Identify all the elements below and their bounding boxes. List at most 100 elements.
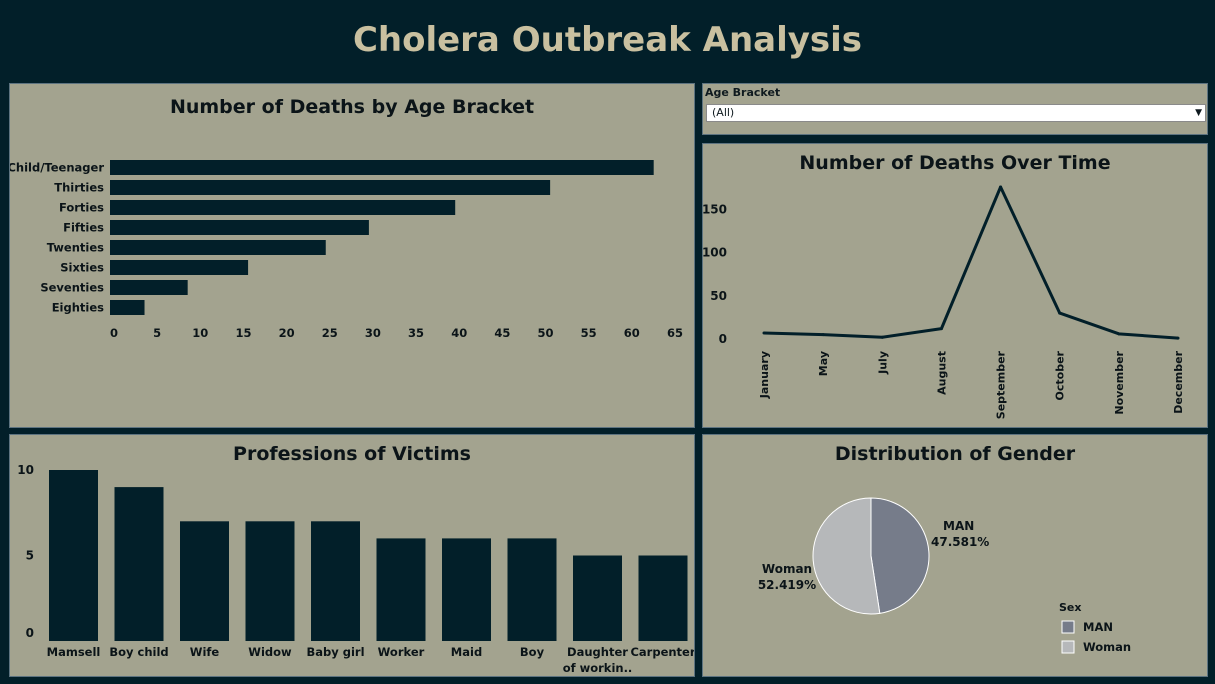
age-bracket-filter-panel: Age Bracket (All) ▼ bbox=[702, 83, 1208, 135]
deaths-point bbox=[1176, 336, 1180, 340]
legend-swatch bbox=[1061, 620, 1075, 634]
month-label: July bbox=[876, 351, 889, 375]
x-tick-label: 20 bbox=[279, 326, 295, 340]
age-bracket-label: Eighties bbox=[52, 301, 104, 315]
x-tick-label: 25 bbox=[322, 326, 338, 340]
profession-bar bbox=[180, 521, 229, 641]
deaths-over-time-chart: 0 50 100 150 January May July August September Oc… bbox=[703, 185, 1185, 419]
age-bracket-bar bbox=[110, 160, 654, 175]
x-tick-label: 5 bbox=[153, 326, 161, 340]
y-tick-label: 10 bbox=[17, 463, 34, 477]
y-tick-label: 100 bbox=[703, 246, 727, 260]
age-bracket-bar bbox=[110, 240, 326, 255]
deaths-point bbox=[999, 185, 1003, 189]
month-label: August bbox=[935, 351, 948, 395]
age-bracket-label: Fifties bbox=[63, 221, 104, 235]
deaths-point bbox=[939, 327, 943, 331]
slice-value-label: 47.581% bbox=[931, 535, 989, 549]
age-bracket-label: Child/Teenager bbox=[10, 161, 104, 175]
x-tick-label: 15 bbox=[235, 326, 251, 340]
age-bracket-bar bbox=[110, 220, 369, 235]
professions-chart-title: Professions of Victims bbox=[233, 443, 471, 465]
profession-bar bbox=[442, 538, 491, 641]
x-tick-label: 60 bbox=[624, 326, 640, 340]
age-bracket-label: Sixties bbox=[60, 261, 104, 275]
profession-bar bbox=[114, 487, 164, 641]
professions-chart: 0 5 10 Mamsell Boy child Wife Widow Baby girl Wo… bbox=[17, 463, 694, 675]
profession-bar bbox=[376, 538, 426, 641]
professions-panel: Professions of Victims 0 5 10 Mamsell Boy ch… bbox=[9, 434, 695, 677]
profession-label: Mamsell bbox=[47, 645, 101, 659]
age-bracket-label: Forties bbox=[59, 201, 104, 215]
y-tick-label: 5 bbox=[26, 549, 34, 563]
age-bracket-label: Twenties bbox=[47, 241, 104, 255]
dropdown-arrow-icon[interactable]: ▼ bbox=[1195, 108, 1202, 118]
x-tick-label: 10 bbox=[192, 326, 208, 340]
profession-label: Worker bbox=[378, 645, 425, 659]
age-bracket-bar bbox=[110, 260, 249, 275]
slice-name-label: MAN bbox=[943, 519, 974, 533]
month-label: October bbox=[1054, 350, 1067, 400]
age-bracket-panel: Number of Deaths by Age Bracket Child/Te… bbox=[9, 83, 695, 428]
profession-bar bbox=[49, 470, 98, 641]
y-tick-label: 0 bbox=[26, 626, 34, 640]
filter-value: (All) bbox=[712, 106, 735, 119]
age-bracket-bar bbox=[110, 200, 456, 215]
deaths-line bbox=[763, 185, 1179, 340]
deaths-over-time-panel: Number of Deaths Over Time 0 50 100 150 Janu… bbox=[702, 143, 1208, 428]
profession-label: Wife bbox=[190, 645, 220, 659]
gender-slice-man bbox=[870, 497, 930, 614]
x-tick-label: 65 bbox=[667, 326, 683, 340]
deaths-point bbox=[1058, 311, 1062, 315]
deaths-point bbox=[821, 333, 825, 337]
deaths-over-time-title: Number of Deaths Over Time bbox=[799, 152, 1111, 174]
legend-label: MAN bbox=[1083, 620, 1113, 634]
x-tick-label: 40 bbox=[451, 326, 467, 340]
profession-label: Boy bbox=[520, 645, 545, 659]
age-bracket-label: Seventies bbox=[40, 281, 104, 295]
profession-bar bbox=[638, 555, 688, 641]
slice-value-label: 52.419% bbox=[758, 578, 816, 592]
age-bracket-bar bbox=[110, 180, 551, 195]
profession-label: Boy child bbox=[109, 645, 168, 659]
slice-name-label: Woman bbox=[762, 562, 812, 576]
dashboard-title: Cholera Outbreak Analysis bbox=[352, 20, 863, 60]
legend-label: Woman bbox=[1083, 640, 1131, 654]
profession-label: of workin.. bbox=[563, 661, 633, 675]
profession-bar bbox=[245, 521, 295, 641]
month-label: May bbox=[817, 351, 830, 376]
y-tick-label: 50 bbox=[710, 289, 727, 303]
deaths-point bbox=[762, 331, 766, 335]
x-tick-label: 30 bbox=[365, 326, 381, 340]
filter-label: Age Bracket bbox=[705, 86, 781, 99]
deaths-point bbox=[1117, 332, 1121, 336]
month-label: September bbox=[995, 350, 1008, 419]
profession-bar bbox=[311, 521, 360, 641]
profession-label: Daughter bbox=[567, 645, 628, 659]
profession-label: Maid bbox=[451, 645, 482, 659]
gender-chart-title: Distribution of Gender bbox=[834, 443, 1076, 465]
y-tick-label: 150 bbox=[703, 202, 727, 216]
x-tick-label: 55 bbox=[581, 326, 597, 340]
x-tick-label: 50 bbox=[537, 326, 553, 340]
age-bracket-dropdown[interactable]: (All) ▼ bbox=[706, 104, 1206, 122]
month-label: November bbox=[1113, 350, 1126, 414]
x-tick-label: 45 bbox=[494, 326, 510, 340]
profession-bar bbox=[573, 555, 622, 641]
month-label: December bbox=[1172, 350, 1185, 413]
gender-panel: Distribution of Gender MAN 47.581% Woman 52… bbox=[702, 434, 1208, 677]
deaths-point bbox=[880, 335, 884, 339]
profession-label: Baby girl bbox=[306, 645, 364, 659]
age-bracket-chart: Child/Teenager Thirties Forties Fifties Twen… bbox=[10, 160, 683, 340]
profession-label: Carpenter bbox=[630, 645, 694, 659]
gender-slice-woman bbox=[812, 497, 881, 615]
profession-bar bbox=[507, 538, 557, 641]
age-bracket-label: Thirties bbox=[54, 181, 104, 195]
legend-swatch bbox=[1061, 640, 1075, 654]
x-tick-label: 0 bbox=[110, 326, 118, 340]
profession-label: Widow bbox=[248, 645, 292, 659]
y-tick-label: 0 bbox=[719, 332, 727, 346]
age-bracket-bar bbox=[110, 280, 188, 295]
age-bracket-bar bbox=[110, 300, 145, 315]
